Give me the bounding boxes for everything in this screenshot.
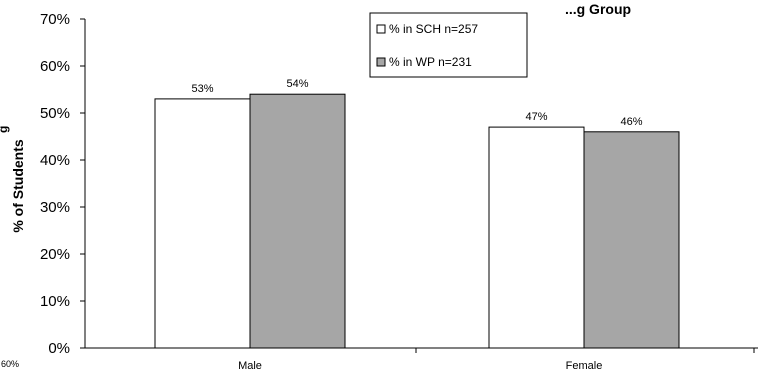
y-axis-ticks: 0% 10% 20% 30% 40% 50% 60% 70% [40, 11, 85, 357]
y-tick-label: 50% [40, 105, 70, 122]
y-tick-label: 30% [40, 199, 70, 216]
legend-label-sch: % in SCH n=257 [389, 22, 478, 36]
legend-swatch-wp [376, 57, 386, 67]
chart-title: ...g Group [565, 1, 631, 17]
data-label: 54% [286, 78, 308, 90]
data-labels: 53% 54% 47% 46% [191, 78, 642, 128]
y-tick-label: 40% [40, 152, 70, 169]
y-tick-label: 0% [48, 340, 70, 357]
legend-label-wp: % in WP n=231 [389, 55, 472, 69]
bar-female-series-1 [583, 131, 680, 349]
data-label: 53% [191, 83, 213, 95]
data-label: 47% [525, 111, 547, 123]
cropped-fragment-left: 60% [1, 359, 19, 369]
legend-box [369, 12, 528, 78]
bar-female-series-0 [488, 126, 585, 349]
x-category-label: Male [238, 360, 262, 372]
bar-male-series-1 [249, 93, 346, 349]
data-label: 46% [620, 116, 642, 128]
legend-swatch-sch [376, 24, 386, 34]
x-axis-categories: Male Female [238, 348, 755, 372]
y-tick-label: 10% [40, 293, 70, 310]
y-tick-label: 60% [40, 58, 70, 75]
y-tick-label: 70% [40, 11, 70, 28]
x-category-label: Female [566, 360, 603, 372]
cropped-glyph-left: g [0, 126, 10, 133]
y-tick-label: 20% [40, 246, 70, 263]
y-axis-label: % of Students [10, 139, 26, 233]
legend: % in SCH n=257 % in WP n=231 [369, 12, 528, 78]
bar-male-series-0 [154, 98, 251, 349]
bars [154, 93, 680, 349]
